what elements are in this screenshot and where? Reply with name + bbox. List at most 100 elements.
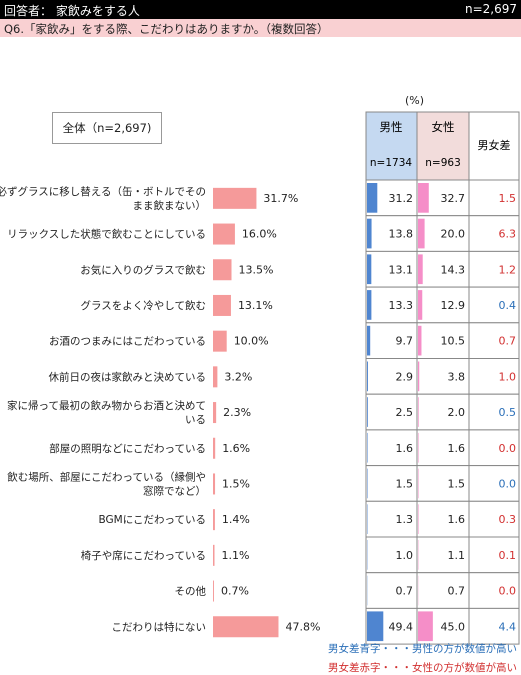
category-label: 飲む場所、部屋にこだわっている（縁側や窓際でなど） [7,470,206,497]
male-bar [367,290,371,320]
female-bar [418,326,421,356]
female-header-n: n=963 [425,157,461,169]
female-bar [418,183,429,213]
male-header-n: n=1734 [370,157,412,169]
male-value-label: 13.8 [389,228,414,241]
total-value-label: 1.5% [222,477,250,490]
male-value-label: 1.3 [396,513,414,526]
category-label: 休前日の夜は家飲みと決めている [49,370,207,383]
diff-value-label: 0.0 [499,442,517,455]
total-value-label: 1.4% [222,513,250,526]
chart-rows: 必ずグラスに移し替える（缶・ボトルでそのまま飲まない） 31.7% 31.2 32.7… [0,180,519,644]
category-label: リラックスした状態で飲むことにしている [7,228,206,241]
female-header-label: 女性 [432,120,455,134]
category-label: 部屋の照明などにこだわっている [49,442,206,455]
female-bar [418,290,422,320]
female-bar [418,504,419,534]
category-label: グラスをよく冷やして飲む [81,299,206,312]
female-value-label: 1.5 [448,477,466,490]
male-bar [367,433,368,463]
diff-value-label: 6.3 [499,228,517,241]
male-bar [367,219,372,249]
male-value-label: 9.7 [396,335,414,348]
male-value-label: 1.0 [396,549,414,562]
category-label: こだわりは特にない [112,621,207,633]
female-value-label: 1.6 [448,442,466,455]
diff-header-label: 男女差 [478,138,511,152]
total-value-label: 0.7% [221,585,249,598]
male-bar [367,611,383,641]
total-bar [213,188,256,209]
diff-value-label: 0.4 [499,299,517,312]
diff-value-label: 0.0 [499,477,517,490]
total-bar [213,616,278,637]
male-bar [367,254,371,284]
category-label: お気に入りのグラスで飲む [80,263,206,276]
male-value-label: 49.4 [389,620,414,633]
female-value-label: 10.5 [441,335,466,348]
male-bar [367,397,368,427]
male-value-label: 2.5 [396,406,414,419]
total-value-label: 3.2% [224,370,252,383]
category-label: 椅子や席にこだわっている [81,549,206,562]
total-value-label: 1.1% [222,549,250,562]
female-value-label: 3.8 [448,370,466,383]
diff-value-label: 4.4 [499,620,517,633]
male-value-label: 1.5 [396,477,414,490]
female-value-label: 0.7 [448,585,466,598]
female-bar [418,362,419,392]
female-value-label: 45.0 [441,620,466,633]
diff-value-label: 1.2 [499,263,517,276]
legend-red: 男女差赤字・・・女性の方が数値が高い [328,660,517,675]
total-value-label: 31.7% [263,192,298,205]
male-value-label: 2.9 [396,370,414,383]
female-bar [418,433,419,463]
female-bar [418,254,423,284]
female-bar [418,397,419,427]
total-bar [213,438,215,459]
diff-value-label: 0.5 [499,406,517,419]
total-value-label: 16.0% [242,228,277,241]
female-value-label: 20.0 [441,228,466,241]
female-value-label: 1.6 [448,513,466,526]
male-value-label: 0.7 [396,585,414,598]
female-bar [418,219,425,249]
male-bar [367,362,368,392]
male-bar [367,326,370,356]
female-bar [418,611,433,641]
female-value-label: 14.3 [441,263,466,276]
female-value-label: 1.1 [448,549,466,562]
total-value-label: 47.8% [285,620,320,633]
total-value-label: 10.0% [234,335,269,348]
total-bar [213,473,215,494]
total-value-label: 13.5% [238,263,273,276]
category-label: 必ずグラスに移し替える（缶・ボトルでそのまま飲まない） [0,185,206,212]
legend-blue: 男女差青字・・・男性の方が数値が高い [328,641,517,656]
diff-value-label: 0.0 [499,585,517,598]
total-value-label: 13.1% [238,299,273,312]
total-bar [213,259,231,280]
total-bar [213,224,235,245]
female-value-label: 32.7 [441,192,466,205]
category-label: その他 [175,585,207,598]
total-bar [213,366,217,387]
male-value-label: 13.1 [389,263,414,276]
total-bar [213,509,215,530]
female-value-label: 12.9 [441,299,466,312]
diff-value-label: 1.5 [499,192,517,205]
female-value-label: 2.0 [448,406,466,419]
category-label: BGMにこだわっている [99,514,206,526]
male-value-label: 31.2 [389,192,414,205]
table-headers: 男性 n=1734 女性 n=963 男女差 [366,112,519,180]
diff-value-label: 1.0 [499,370,517,383]
total-value-label: 1.6% [222,442,250,455]
category-label: お酒のつまみにはこだわっている [49,335,206,348]
total-bar [213,545,215,566]
male-header-label: 男性 [380,120,403,134]
total-bar [213,402,216,423]
total-value-label: 2.3% [223,406,251,419]
male-value-label: 1.6 [396,442,414,455]
diff-value-label: 0.3 [499,513,517,526]
category-label: 家に帰って最初の飲み物からお酒と決めている [7,399,206,426]
